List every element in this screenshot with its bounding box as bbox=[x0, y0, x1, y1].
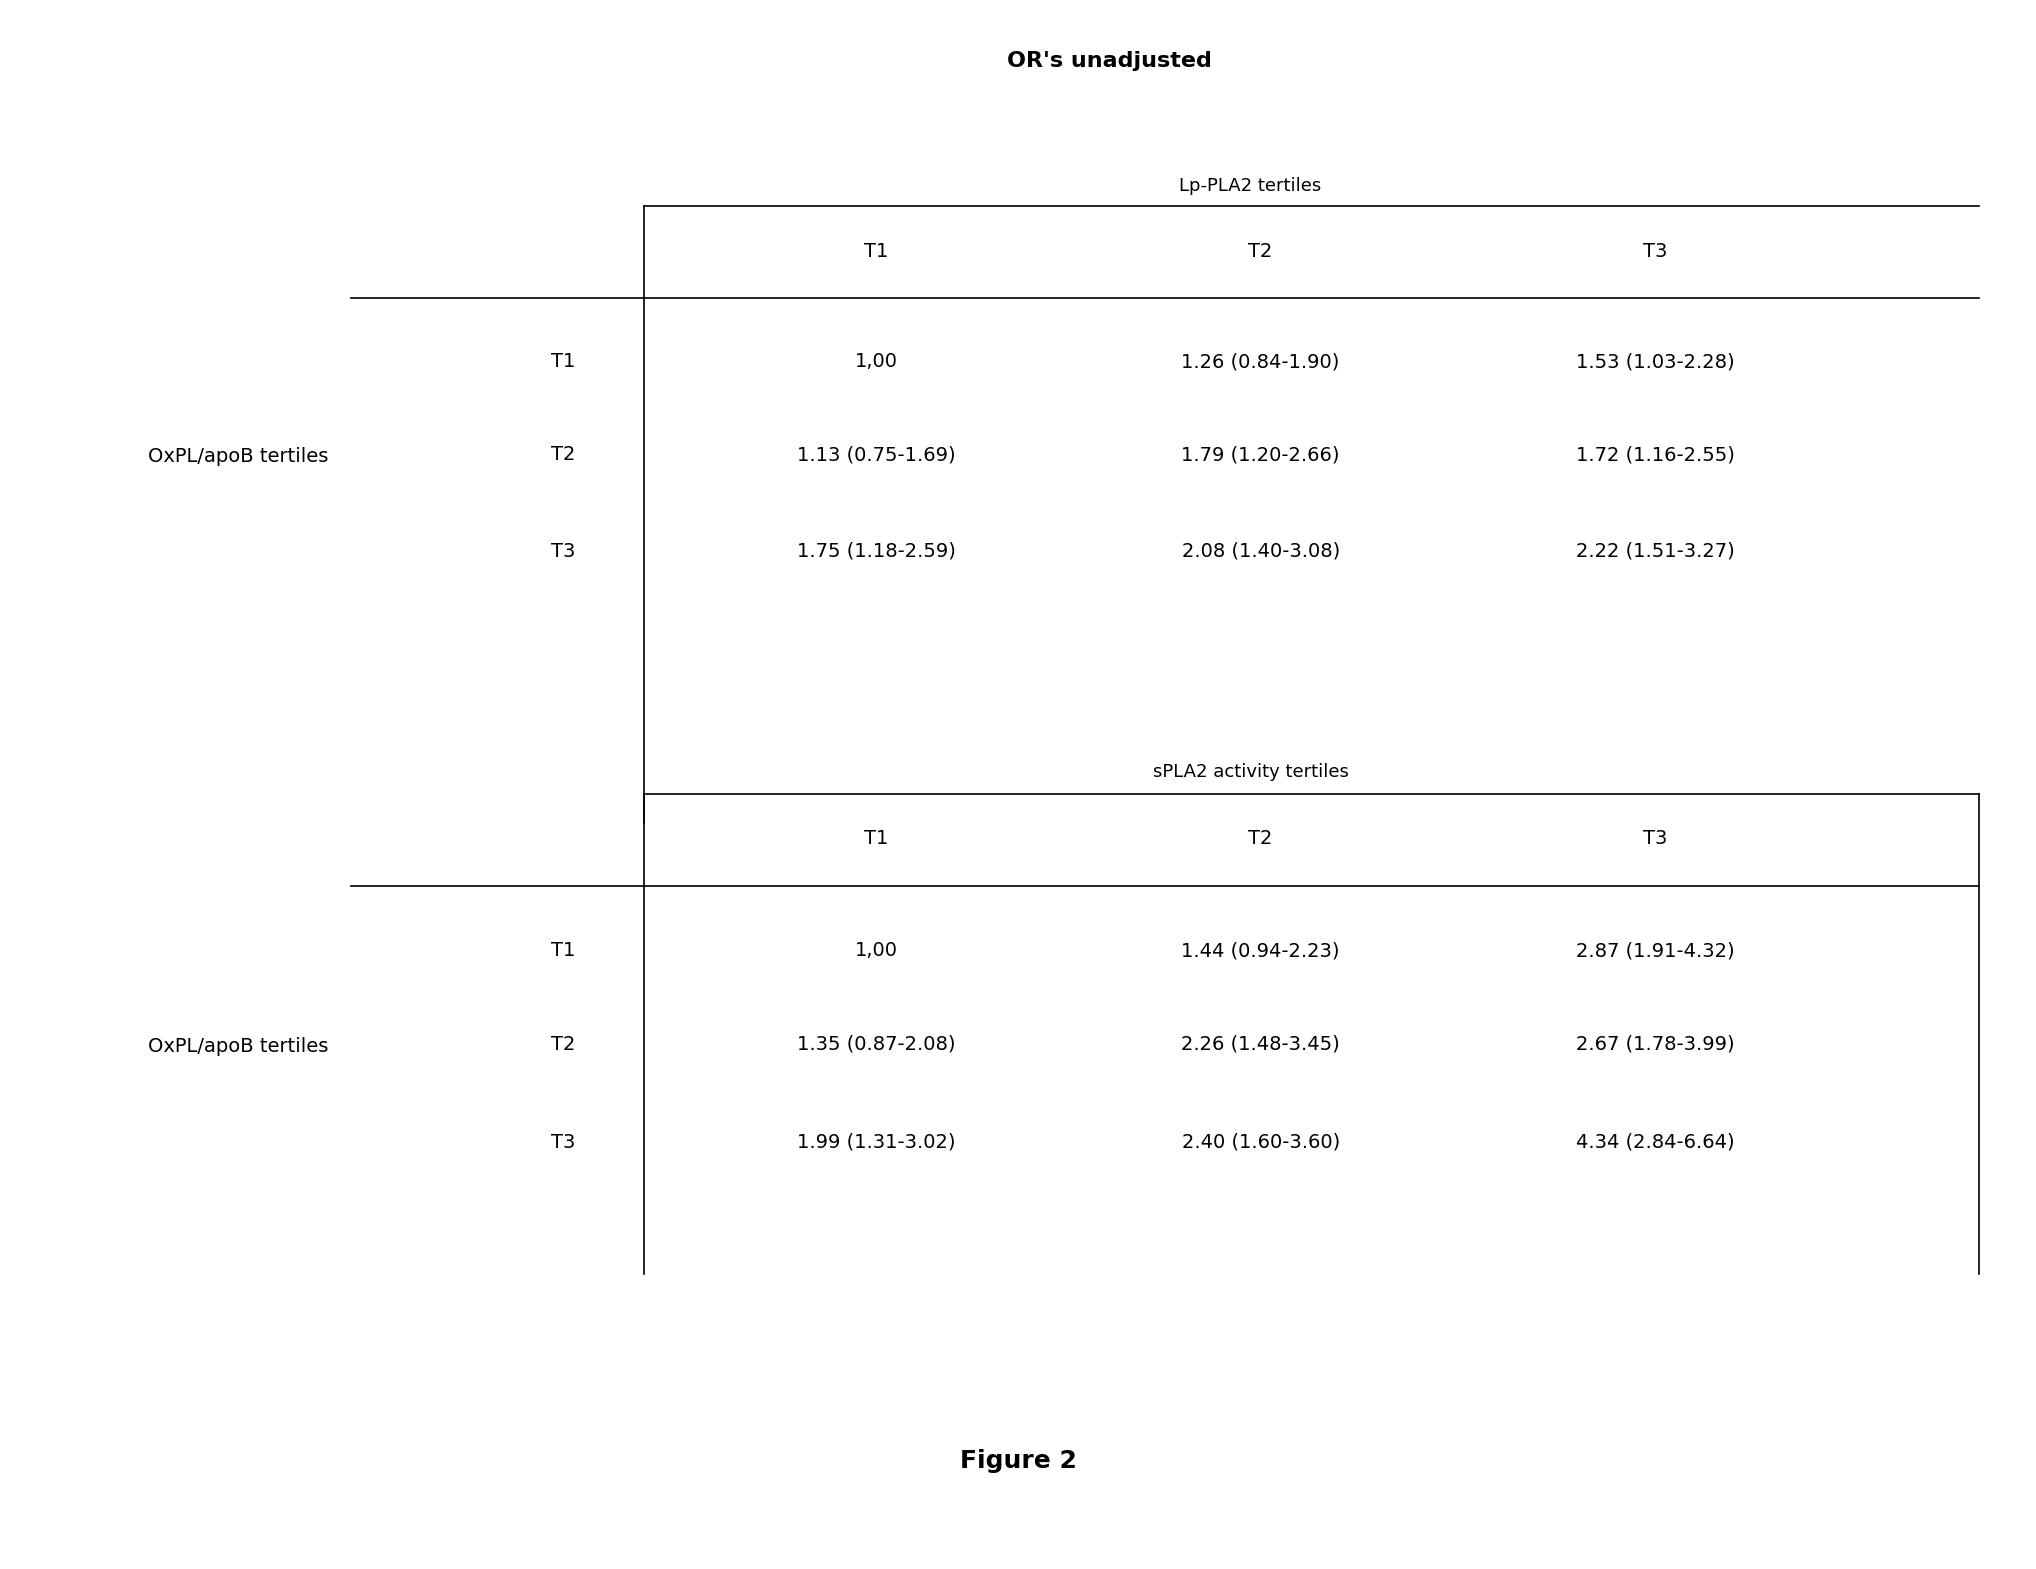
Text: 1,00: 1,00 bbox=[855, 941, 898, 960]
Text: 2.87 (1.91-4.32): 2.87 (1.91-4.32) bbox=[1576, 941, 1735, 960]
Text: 1.79 (1.20-2.66): 1.79 (1.20-2.66) bbox=[1181, 446, 1340, 464]
Text: 1.53 (1.03-2.28): 1.53 (1.03-2.28) bbox=[1576, 351, 1735, 370]
Text: 1,00: 1,00 bbox=[855, 351, 898, 370]
Text: OxPL/apoB tertiles: OxPL/apoB tertiles bbox=[149, 447, 330, 466]
Text: 2.40 (1.60-3.60): 2.40 (1.60-3.60) bbox=[1181, 1133, 1340, 1152]
Text: T1: T1 bbox=[863, 830, 888, 849]
Text: T3: T3 bbox=[1643, 830, 1667, 849]
Text: 2.08 (1.40-3.08): 2.08 (1.40-3.08) bbox=[1181, 541, 1340, 560]
Text: 1.26 (0.84-1.90): 1.26 (0.84-1.90) bbox=[1181, 351, 1340, 370]
Text: T2: T2 bbox=[552, 446, 576, 464]
Text: T1: T1 bbox=[863, 242, 888, 260]
Text: OR's unadjusted: OR's unadjusted bbox=[1006, 52, 1211, 71]
Text: 1.75 (1.18-2.59): 1.75 (1.18-2.59) bbox=[796, 541, 955, 560]
Text: T1: T1 bbox=[552, 941, 576, 960]
Text: 1.35 (0.87-2.08): 1.35 (0.87-2.08) bbox=[798, 1034, 955, 1054]
Text: T2: T2 bbox=[552, 1034, 576, 1054]
Text: T2: T2 bbox=[1248, 830, 1272, 849]
Text: T3: T3 bbox=[552, 1133, 576, 1152]
Text: 2.67 (1.78-3.99): 2.67 (1.78-3.99) bbox=[1576, 1034, 1735, 1054]
Text: 1.13 (0.75-1.69): 1.13 (0.75-1.69) bbox=[798, 446, 955, 464]
Text: T1: T1 bbox=[552, 351, 576, 370]
Text: 4.34 (2.84-6.64): 4.34 (2.84-6.64) bbox=[1576, 1133, 1735, 1152]
Text: Figure 2: Figure 2 bbox=[959, 1450, 1077, 1473]
Text: 2.22 (1.51-3.27): 2.22 (1.51-3.27) bbox=[1576, 541, 1735, 560]
Text: 1.99 (1.31-3.02): 1.99 (1.31-3.02) bbox=[798, 1133, 955, 1152]
Text: OxPL/apoB tertiles: OxPL/apoB tertiles bbox=[149, 1037, 330, 1056]
Text: T3: T3 bbox=[552, 541, 576, 560]
Text: T2: T2 bbox=[1248, 242, 1272, 260]
Text: 1.44 (0.94-2.23): 1.44 (0.94-2.23) bbox=[1181, 941, 1340, 960]
Text: 1.72 (1.16-2.55): 1.72 (1.16-2.55) bbox=[1576, 446, 1735, 464]
Text: 2.26 (1.48-3.45): 2.26 (1.48-3.45) bbox=[1181, 1034, 1340, 1054]
Text: T3: T3 bbox=[1643, 242, 1667, 260]
Text: sPLA2 activity tertiles: sPLA2 activity tertiles bbox=[1152, 763, 1348, 781]
Text: Lp-PLA2 tertiles: Lp-PLA2 tertiles bbox=[1179, 177, 1321, 195]
